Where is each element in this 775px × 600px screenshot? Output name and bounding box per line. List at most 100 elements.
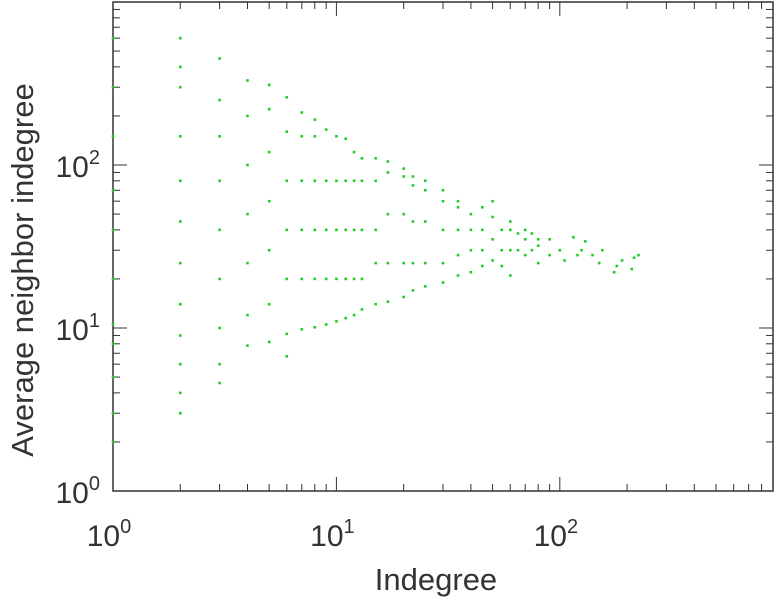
data-point (491, 259, 494, 262)
data-point (111, 342, 115, 346)
data-point (441, 228, 445, 232)
data-point (491, 215, 494, 219)
data-point (632, 256, 636, 259)
data-point (335, 179, 338, 183)
data-point (558, 248, 562, 252)
data-point (481, 228, 484, 232)
data-point (111, 135, 115, 138)
data-point (386, 261, 390, 265)
data-point (111, 188, 115, 192)
data-point (352, 228, 356, 232)
data-point (218, 228, 221, 232)
data-point (424, 220, 427, 223)
data-points (111, 36, 640, 444)
y-tick-label: 102 (56, 147, 101, 184)
data-point (360, 157, 364, 160)
data-point (386, 160, 390, 163)
data-point (324, 323, 328, 326)
data-point (300, 111, 304, 114)
data-point (335, 228, 338, 232)
data-point (300, 328, 304, 331)
data-point (411, 289, 415, 292)
data-point (313, 179, 317, 183)
data-point (402, 212, 405, 216)
data-point (612, 270, 616, 274)
data-point (218, 179, 221, 183)
x-tick-label: 101 (310, 516, 355, 553)
data-point (402, 175, 405, 178)
data-point (402, 167, 405, 170)
data-point (516, 248, 520, 252)
data-point (246, 163, 249, 167)
data-point (218, 57, 221, 60)
data-point (597, 261, 601, 265)
data-point (456, 206, 460, 209)
data-point (179, 220, 182, 223)
data-point (360, 308, 364, 311)
data-point (530, 232, 534, 235)
data-point (218, 326, 221, 330)
data-point (300, 179, 304, 183)
data-point (456, 253, 460, 257)
data-point (456, 274, 460, 277)
data-point (179, 302, 182, 306)
data-point (402, 261, 405, 265)
data-point (111, 375, 115, 379)
data-point (424, 188, 427, 192)
data-point (441, 188, 445, 192)
data-point (500, 264, 504, 268)
data-point (267, 199, 271, 203)
data-point (344, 228, 347, 232)
data-point (424, 179, 427, 183)
data-point (313, 118, 317, 121)
data-point (285, 277, 289, 281)
data-point (563, 259, 566, 262)
data-point (548, 253, 551, 257)
data-point (469, 212, 473, 216)
data-point (411, 220, 415, 223)
data-point (491, 238, 494, 241)
data-point (285, 130, 289, 133)
data-point (580, 248, 583, 252)
data-point (111, 323, 115, 326)
data-point (313, 228, 317, 232)
data-point (335, 277, 338, 281)
data-point (179, 85, 182, 89)
data-point (500, 228, 504, 232)
data-point (441, 281, 445, 284)
data-point (509, 220, 512, 223)
data-point (441, 261, 445, 265)
data-point (285, 355, 289, 358)
data-point (424, 285, 427, 288)
data-point (500, 248, 504, 252)
data-point (352, 277, 356, 281)
data-point (374, 261, 377, 265)
data-point (324, 228, 328, 232)
data-point (509, 248, 512, 252)
y-tick-label: 101 (56, 310, 101, 347)
data-point (267, 340, 271, 344)
data-point (111, 277, 115, 281)
data-point (285, 179, 289, 183)
data-point (285, 96, 289, 99)
data-point (344, 137, 347, 140)
data-point (386, 171, 390, 174)
data-point (481, 248, 484, 252)
data-point (179, 362, 182, 366)
data-point (386, 300, 390, 303)
data-point (246, 344, 249, 347)
data-point (360, 228, 364, 232)
data-point (218, 135, 221, 138)
data-point (111, 411, 115, 415)
data-point (509, 228, 512, 232)
data-point (179, 334, 182, 337)
data-point (536, 244, 540, 247)
data-point (411, 184, 415, 187)
data-point (246, 261, 249, 265)
data-point (111, 36, 115, 40)
data-point (374, 302, 377, 306)
data-point (352, 179, 356, 183)
data-point (402, 295, 405, 299)
data-point (491, 199, 494, 203)
data-point (591, 253, 594, 257)
